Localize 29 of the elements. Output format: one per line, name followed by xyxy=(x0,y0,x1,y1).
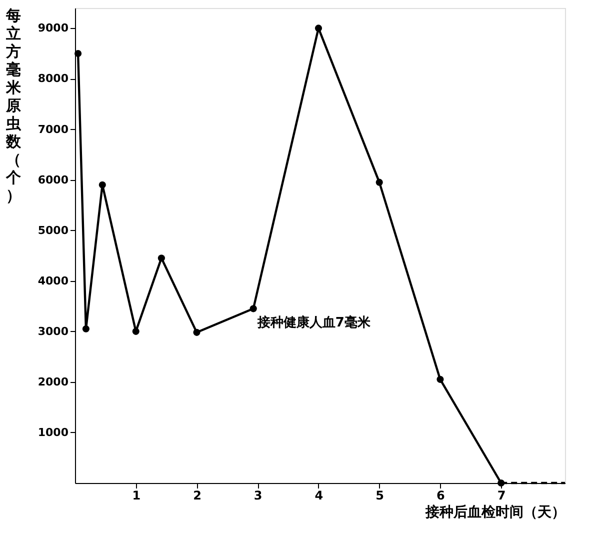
x-tick-label: 3 xyxy=(254,488,262,502)
point xyxy=(98,181,106,188)
y-tick-label: 7000 xyxy=(38,122,69,136)
annotation: 接种健康人血7毫米 xyxy=(256,314,372,331)
y-tick-label: 5000 xyxy=(38,224,69,237)
y-tick-label: 8000 xyxy=(38,72,69,86)
point xyxy=(158,254,165,262)
y-tick-label: 6000 xyxy=(38,173,69,186)
point xyxy=(376,178,383,186)
x-tick-label: 2 xyxy=(193,488,202,502)
text: 每立方毫米原虫数（个） xyxy=(6,6,21,204)
x-tick-label: 7 xyxy=(497,488,506,502)
y-tick-label: 4000 xyxy=(38,274,69,288)
y-tick-label: 1000 xyxy=(38,426,69,439)
point xyxy=(314,24,322,32)
y-tick-label: 9000 xyxy=(38,22,69,35)
x-tick-label: 6 xyxy=(436,488,445,502)
y-tick-label: 3000 xyxy=(38,324,69,338)
point xyxy=(132,328,140,335)
x-tick-label: 5 xyxy=(376,488,384,502)
x-axis-title: 接种后血检时间（天） xyxy=(424,504,566,520)
x-tick-label: 1 xyxy=(132,488,141,502)
point xyxy=(250,305,257,312)
point xyxy=(82,325,90,332)
point xyxy=(74,50,82,58)
point xyxy=(436,376,444,383)
y-tick-label: 2000 xyxy=(38,375,69,388)
x-tick-label: 4 xyxy=(314,488,324,502)
point xyxy=(193,328,200,336)
